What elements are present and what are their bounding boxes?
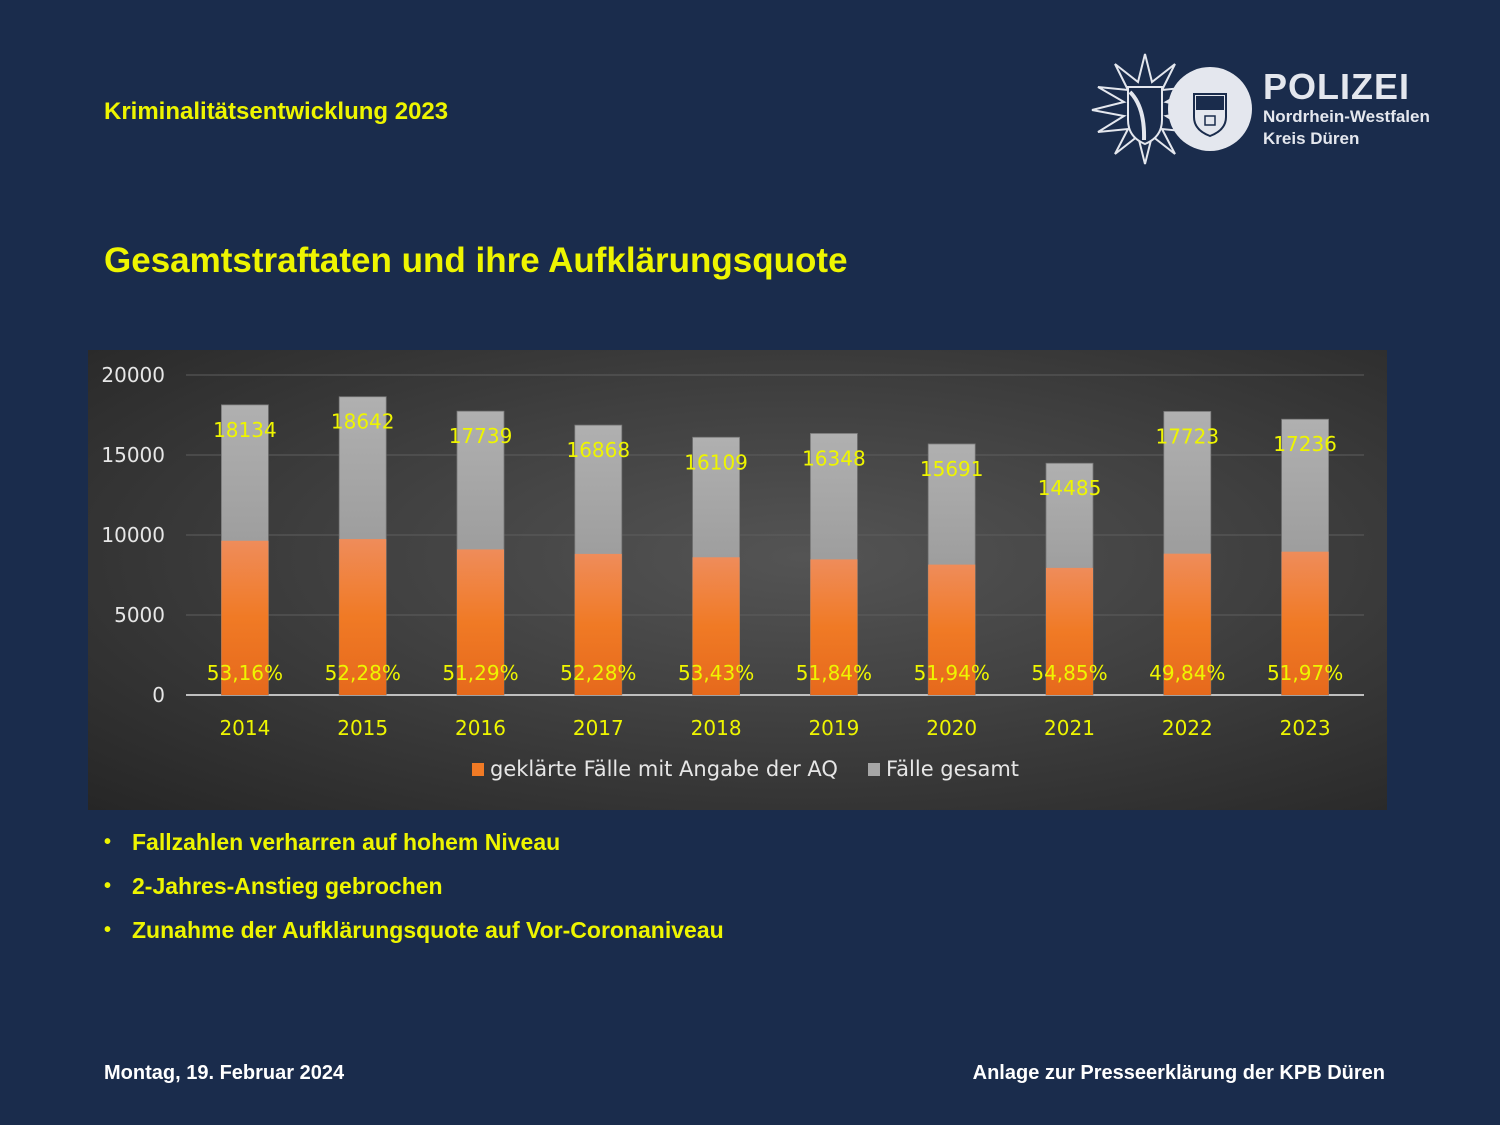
data-label-rate: 51,29%: [442, 661, 518, 685]
x-tick-label: 2016: [455, 716, 506, 740]
x-tick-label: 2017: [573, 716, 624, 740]
data-label-total: 14485: [1038, 476, 1102, 500]
bullet-item: Zunahme der Aufklärungsquote auf Vor-Cor…: [104, 916, 724, 960]
data-label-rate: 51,84%: [796, 661, 872, 685]
x-tick-label: 2019: [808, 716, 859, 740]
bar-chart: 0 5000 10000 15000 20000 18134 53,16% 2014 1864…: [88, 350, 1387, 810]
y-tick-label: 0: [152, 683, 165, 707]
data-label-total: 17236: [1273, 432, 1337, 456]
x-tick-label: 2020: [926, 716, 977, 740]
police-star-emblem-icon: [1091, 53, 1252, 165]
data-label-total: 16109: [684, 450, 748, 474]
x-tick-label: 2021: [1044, 716, 1095, 740]
slide-title: Gesamtstraftaten und ihre Aufklärungsquo…: [104, 241, 848, 280]
data-label-rate: 49,84%: [1149, 661, 1225, 685]
chart-canvas: 0 5000 10000 15000 20000 18134 53,16% 2014 1864…: [101, 363, 1364, 781]
bar-cleared: [457, 549, 504, 695]
bar-cleared: [339, 539, 387, 695]
bar-cleared: [810, 559, 858, 695]
bar-cleared: [1163, 553, 1211, 695]
bar-cleared: [1281, 551, 1329, 695]
data-label-rate: 51,97%: [1267, 661, 1343, 685]
data-label-total: 15691: [920, 457, 984, 481]
data-label-total: 16868: [566, 438, 630, 462]
bar-cleared: [692, 557, 740, 695]
logo-polizei: POLIZEI: [1263, 66, 1411, 107]
legend-label-total: Fälle gesamt: [886, 757, 1019, 781]
x-tick-label: 2018: [691, 716, 742, 740]
data-label-total: 17739: [449, 424, 513, 448]
x-tick-label: 2015: [337, 716, 388, 740]
y-tick-label: 15000: [101, 443, 165, 467]
y-tick-label: 5000: [114, 603, 165, 627]
data-label-rate: 52,28%: [560, 661, 636, 685]
legend-label-cleared: geklärte Fälle mit Angabe der AQ: [490, 757, 838, 781]
legend-swatch-total: [868, 763, 880, 776]
bullet-item: Fallzahlen verharren auf hohem Niveau: [104, 828, 724, 872]
data-label-rate: 52,28%: [325, 661, 401, 685]
data-label-total: 18642: [331, 410, 395, 434]
bar-cleared: [221, 540, 269, 695]
logo-district: Kreis Düren: [1263, 129, 1360, 148]
police-logo: POLIZEI Nordrhein-Westfalen Kreis Düren: [1090, 52, 1470, 167]
x-tick-label: 2023: [1280, 716, 1331, 740]
data-label-total: 18134: [213, 418, 277, 442]
legend-swatch-cleared: [472, 763, 484, 776]
logo-state: Nordrhein-Westfalen: [1263, 107, 1430, 126]
footer-date: Montag, 19. Februar 2024: [104, 1062, 345, 1084]
footer-note: Anlage zur Presseerklärung der KPB Düren: [972, 1062, 1385, 1084]
slide-kicker: Kriminalitätsentwicklung 2023: [104, 98, 449, 125]
data-label-total: 17723: [1155, 424, 1219, 448]
bar-cleared: [1046, 567, 1093, 695]
x-tick-label: 2022: [1162, 716, 1213, 740]
y-tick-label: 10000: [101, 523, 165, 547]
data-label-rate: 53,16%: [207, 661, 283, 685]
data-label-rate: 51,94%: [914, 661, 990, 685]
x-tick-label: 2014: [219, 716, 270, 740]
bar-cleared: [928, 564, 976, 695]
data-label-total: 16348: [802, 446, 866, 470]
bullet-item: 2-Jahres-Anstieg gebrochen: [104, 872, 724, 916]
data-label-rate: 54,85%: [1031, 661, 1107, 685]
y-tick-label: 20000: [101, 363, 165, 387]
bullet-list: Fallzahlen verharren auf hohem Niveau 2-…: [104, 828, 724, 960]
bar-cleared: [574, 553, 622, 695]
data-label-rate: 53,43%: [678, 661, 754, 685]
